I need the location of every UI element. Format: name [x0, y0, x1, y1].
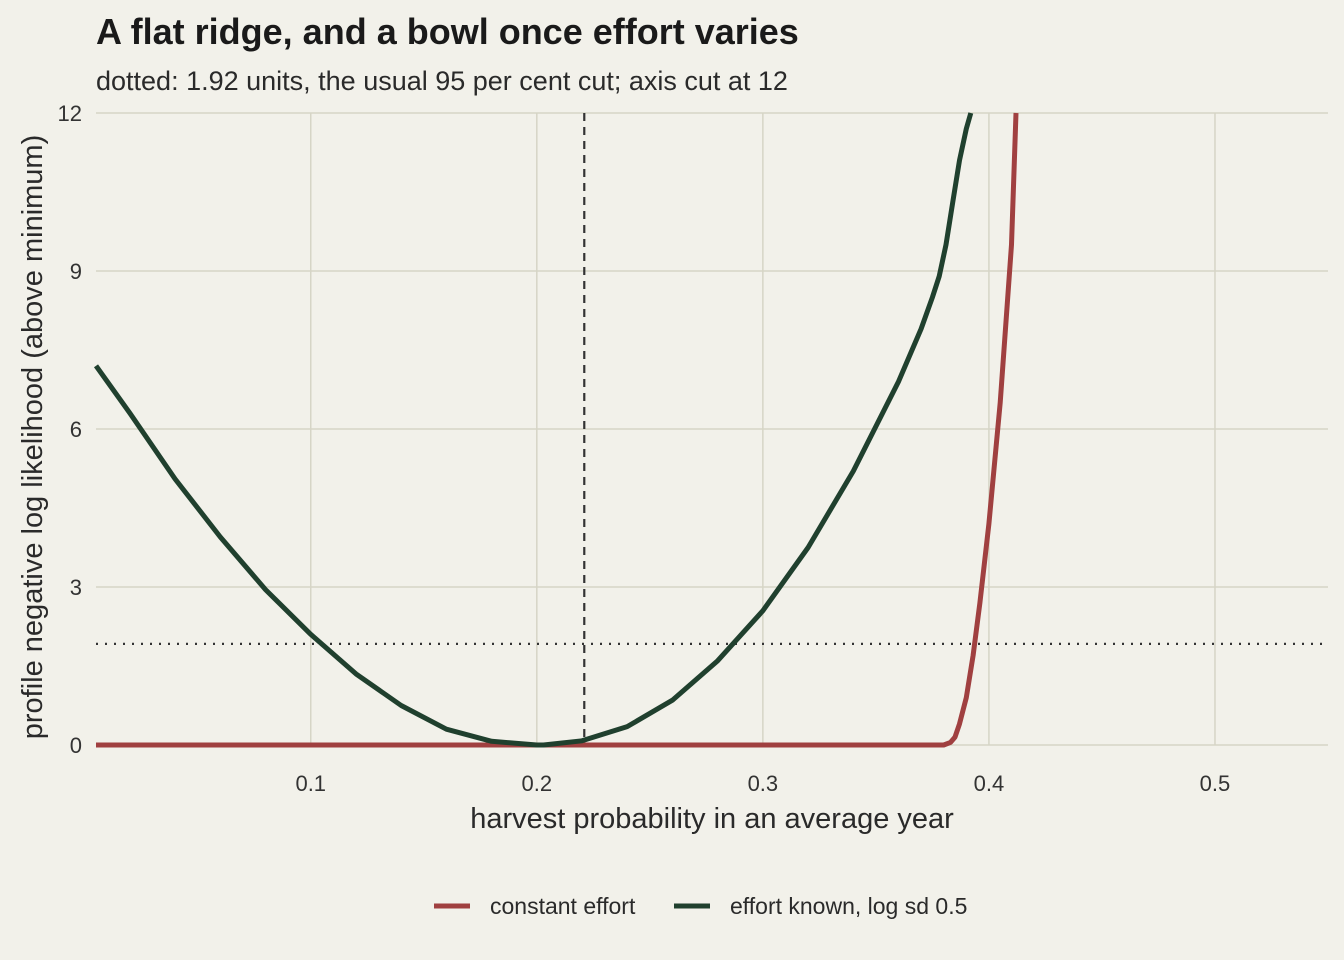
y-axis-label: profile negative log likelihood (above m…	[17, 135, 49, 739]
y-tick-label: 9	[70, 259, 82, 284]
x-axis-label: harvest probability in an average year	[470, 803, 954, 835]
grid	[96, 112, 1328, 746]
legend-label-effort-known: effort known, log sd 0.5	[730, 893, 967, 919]
y-tick-label: 12	[58, 101, 82, 126]
x-tick-label: 0.2	[522, 771, 553, 796]
constant-effort-line	[96, 112, 1019, 748]
x-tick-label: 0.4	[974, 771, 1005, 796]
series-lines	[93, 112, 1019, 748]
legend-label-constant-effort: constant effort	[490, 893, 636, 919]
y-tick-label: 6	[70, 417, 82, 442]
x-tick-label: 0.5	[1200, 771, 1231, 796]
x-tick-label: 0.3	[748, 771, 779, 796]
effort-known-line	[93, 112, 974, 748]
tick-labels: 0 3 6 9 12 0.1 0.2 0.3 0.4 0.5	[58, 101, 1231, 796]
reference-lines	[96, 113, 1328, 745]
chart-subtitle: dotted: 1.92 units, the usual 95 per cen…	[96, 66, 788, 96]
x-tick-label: 0.1	[295, 771, 326, 796]
legend: constant effort effort known, log sd 0.5	[434, 893, 967, 919]
chart-title: A flat ridge, and a bowl once effort var…	[96, 11, 799, 52]
y-tick-label: 3	[70, 575, 82, 600]
y-tick-label: 0	[70, 733, 82, 758]
